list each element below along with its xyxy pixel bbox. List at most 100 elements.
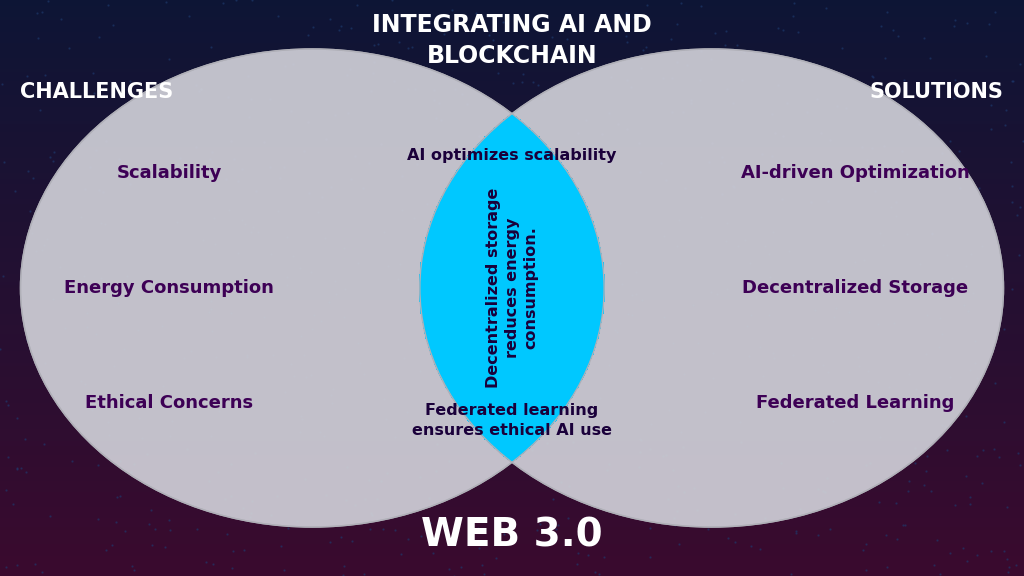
Point [459,100,475,109]
Point [239,350,255,359]
Bar [0,6,1024,9]
Point [316,233,333,242]
Point [963,499,979,509]
Point [460,369,476,378]
Point [112,491,128,501]
Point [871,433,888,442]
Point [578,218,594,227]
Point [689,338,706,347]
Point [109,518,125,527]
Point [726,182,742,191]
Point [484,245,501,255]
Point [822,524,839,533]
Point [433,115,450,124]
Point [635,46,651,55]
Bar [0,360,1024,363]
Point [788,529,805,538]
Bar [0,84,1024,86]
Bar [0,20,1024,23]
Point [197,286,213,295]
Point [718,26,734,36]
Point [888,197,904,206]
Bar [0,458,1024,461]
Point [172,154,188,163]
Point [240,72,256,81]
Point [386,77,402,86]
Point [761,250,777,259]
Point [190,86,207,96]
Point [545,32,561,41]
Bar [0,124,1024,127]
Point [700,157,717,166]
Bar [0,294,1024,297]
Bar [0,426,1024,429]
Point [505,78,521,88]
Point [411,138,427,147]
Point [1011,250,1024,259]
Point [76,272,92,281]
Text: AI-driven Optimization: AI-driven Optimization [740,164,970,182]
Point [1004,197,1020,206]
Point [360,475,377,484]
Point [858,540,874,549]
Point [97,388,114,397]
Point [664,108,680,117]
Point [333,21,349,31]
Point [922,54,938,63]
Point [667,520,683,529]
Point [932,569,948,576]
Point [847,167,863,176]
Point [775,25,792,34]
Bar [0,389,1024,392]
Point [162,431,178,441]
Point [269,207,286,216]
Point [289,517,305,526]
Point [565,438,582,447]
Bar [0,150,1024,153]
Point [291,263,307,272]
Point [956,300,973,309]
Point [297,475,313,484]
Point [0,486,14,495]
Point [553,478,569,487]
Point [241,113,257,122]
Point [785,0,802,8]
Bar [0,55,1024,58]
Point [236,545,252,555]
Point [879,562,895,571]
Point [886,318,902,327]
Point [523,373,540,382]
Point [890,32,906,41]
Point [574,369,591,378]
Point [486,433,503,442]
Point [218,175,234,184]
Point [17,468,34,477]
Point [8,465,25,474]
Bar [0,60,1024,63]
Point [440,564,457,573]
Point [815,361,831,370]
Point [683,98,699,107]
Point [551,393,567,403]
Point [578,115,594,124]
Point [339,463,355,472]
Bar [0,340,1024,343]
Bar [0,533,1024,536]
Point [548,524,564,533]
Point [810,530,826,540]
Point [537,94,553,103]
Point [854,545,870,555]
Point [719,219,735,228]
Point [343,536,359,545]
Point [187,142,204,151]
Point [736,47,753,56]
Point [278,61,294,70]
Point [941,549,957,558]
Point [144,540,161,550]
Point [205,169,221,179]
Point [799,108,815,117]
Point [824,416,841,426]
Point [435,162,452,171]
Point [947,16,964,25]
Point [625,290,641,300]
